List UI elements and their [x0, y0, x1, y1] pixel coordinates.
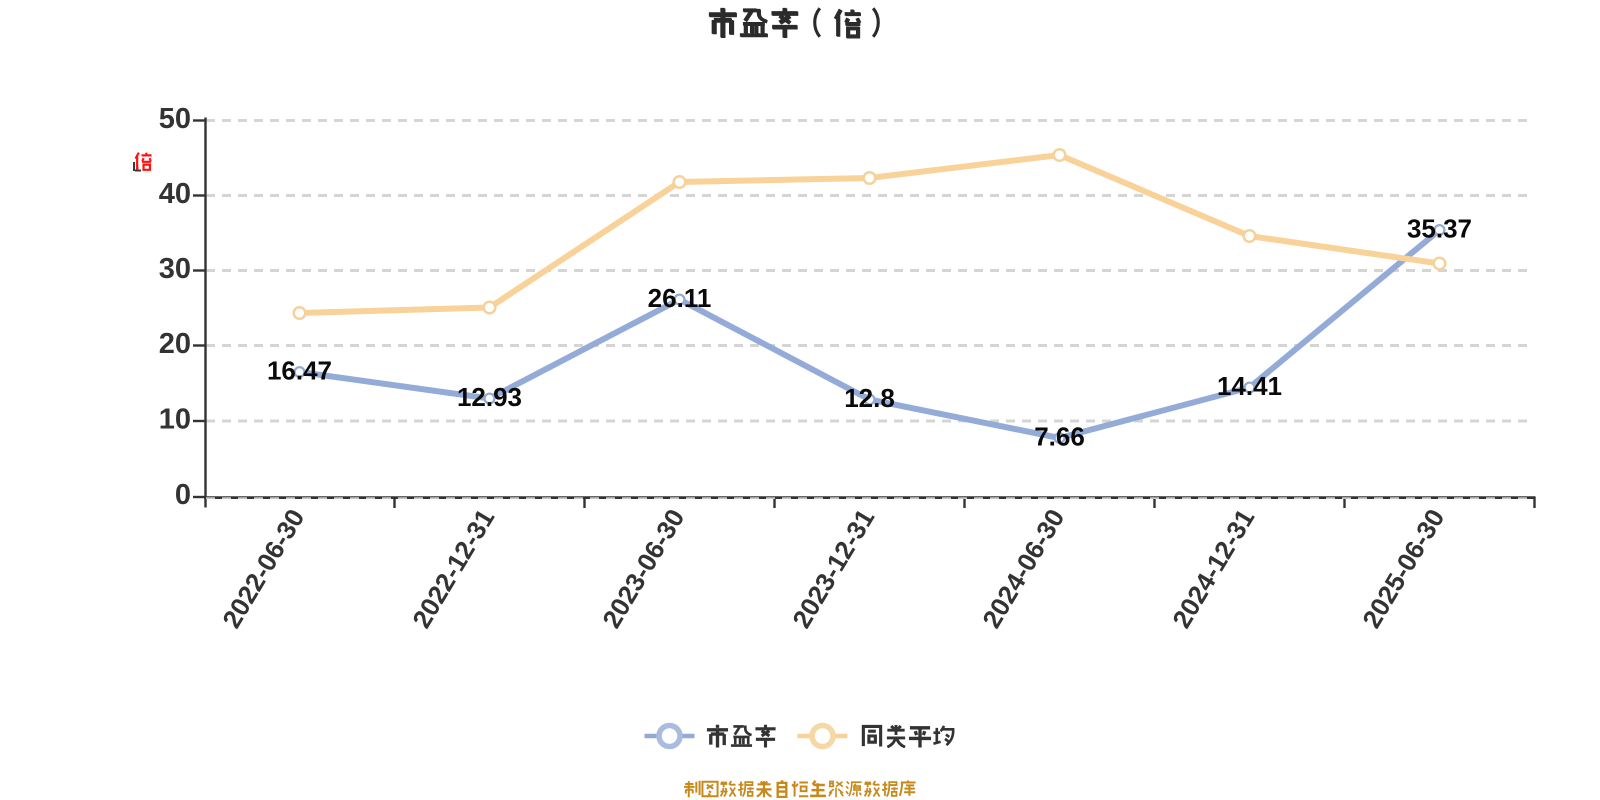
svg-text:2024-12-31: 2024-12-31 — [1166, 504, 1260, 633]
svg-text:2024-06-30: 2024-06-30 — [976, 504, 1070, 633]
svg-text:2022-06-30: 2022-06-30 — [216, 504, 310, 633]
svg-text:2022-12-31: 2022-12-31 — [406, 504, 500, 633]
svg-text:26.11: 26.11 — [648, 283, 712, 313]
svg-text:12.93: 12.93 — [457, 382, 522, 412]
svg-text:10: 10 — [159, 404, 191, 436]
svg-text:14.41: 14.41 — [1217, 371, 1282, 401]
svg-text:7.66: 7.66 — [1034, 422, 1085, 452]
svg-text:40: 40 — [159, 178, 191, 210]
svg-text:12.8: 12.8 — [844, 383, 895, 413]
svg-text:20: 20 — [159, 328, 191, 360]
svg-text:35.37: 35.37 — [1407, 214, 1472, 244]
svg-text:50: 50 — [159, 103, 191, 135]
svg-text:2023-12-31: 2023-12-31 — [786, 504, 880, 633]
svg-text:0: 0 — [175, 479, 191, 511]
svg-text:30: 30 — [159, 253, 191, 285]
svg-text:2023-06-30: 2023-06-30 — [596, 504, 690, 633]
svg-text:16.47: 16.47 — [267, 356, 332, 386]
svg-text:2025-06-30: 2025-06-30 — [1356, 504, 1450, 633]
